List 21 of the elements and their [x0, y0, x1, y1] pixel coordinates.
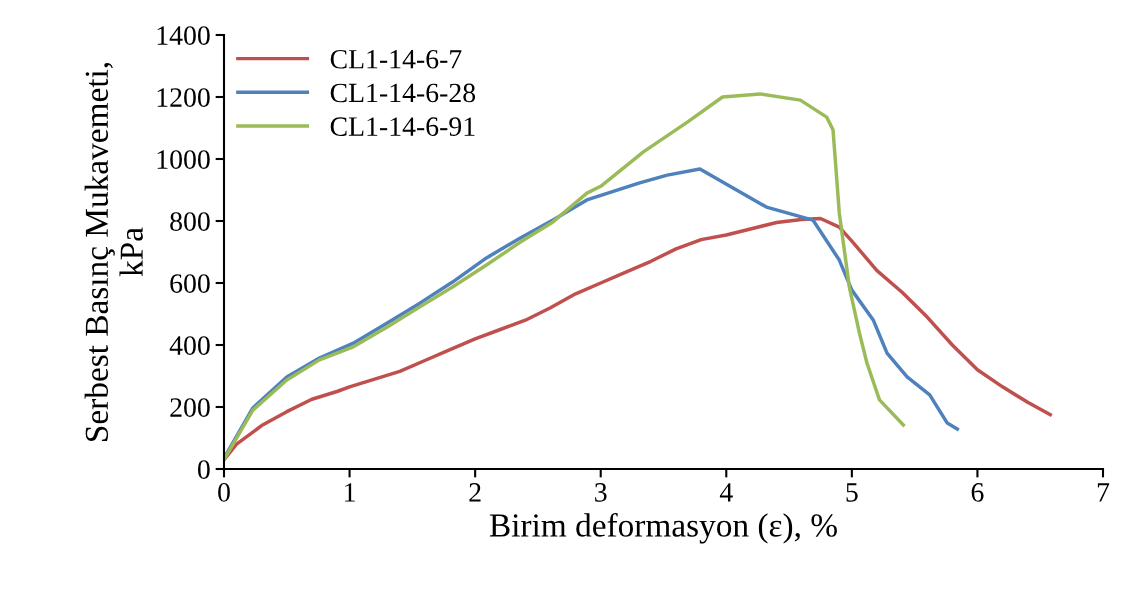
x-tick-label: 1: [345, 483, 355, 502]
x-tick-label: 2: [469, 483, 481, 502]
x-tick-label: 3: [595, 483, 607, 502]
y-tick-label: 400: [169, 336, 210, 355]
y-axis-title: Serbest Basınç Mukavemeti, kPa: [84, 62, 143, 441]
y-tick-label: 600: [170, 274, 210, 293]
y-tick-label: 1400: [157, 26, 210, 45]
y-tick-label: 800: [170, 212, 210, 231]
y-tick-label: 1200: [157, 88, 210, 107]
x-tick-label: 7: [1097, 483, 1110, 502]
legend-label: CL1-14-6-7: [330, 49, 462, 69]
x-tick-label: 5: [846, 483, 858, 502]
x-tick-label: 4: [719, 483, 733, 502]
legend-label: CL1-14-6-91: [330, 117, 475, 136]
y-tick-label: 1000: [157, 150, 210, 169]
legend-label: CL1-14-6-28: [330, 83, 476, 103]
y-tick-label: 200: [170, 398, 210, 417]
x-tick-label: 0: [218, 483, 230, 502]
x-tick-label: 6: [971, 483, 984, 502]
x-axis-title: Birim deformasyon (ε), %: [489, 512, 837, 544]
y-tick-label: 0: [197, 460, 210, 479]
